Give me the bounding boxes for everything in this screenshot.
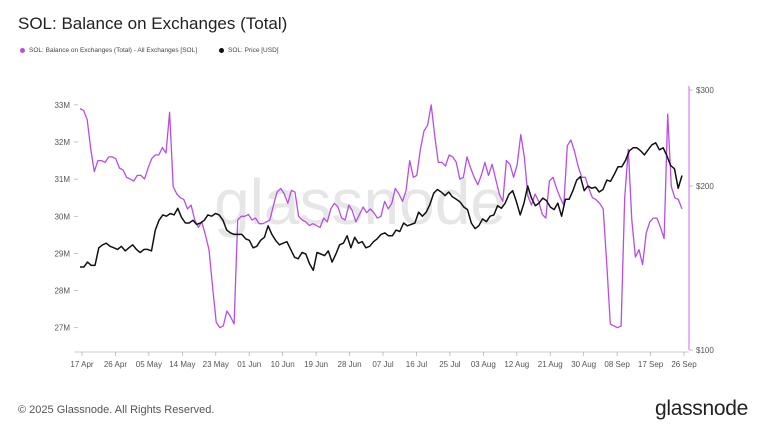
x-tick-label: 10 Jun (271, 360, 295, 369)
x-tick-label: 30 Aug (571, 360, 596, 369)
x-tick-label: 01 Jun (237, 360, 261, 369)
chart-title: SOL: Balance on Exchanges (Total) (18, 14, 288, 33)
x-tick-label: 03 Aug (471, 360, 496, 369)
left-tick-label: 28M (54, 287, 70, 296)
left-tick-label: 27M (54, 324, 70, 333)
x-tick-label: 26 Sep (671, 360, 697, 369)
glassnode-logo[interactable]: glassnode (654, 397, 748, 420)
legend-item-balance[interactable]: SOL: Balance on Exchanges (Total) - All … (20, 47, 197, 54)
x-tick-label: 07 Jul (372, 360, 394, 369)
x-tick-label: 05 May (136, 360, 162, 369)
watermark: glassnode (214, 166, 506, 238)
legend-balance-swatch (20, 48, 25, 53)
right-tick-label: $100 (696, 346, 714, 355)
x-tick-label: 14 May (169, 360, 195, 369)
chart-legend: SOL: Balance on Exchanges (Total) - All … (20, 47, 279, 54)
x-tick-label: 21 Aug (538, 360, 563, 369)
balance-series-line (79, 104, 683, 329)
left-tick-label: 33M (54, 101, 70, 110)
x-tick-label: 23 May (203, 360, 229, 369)
x-tick-label: 16 Jul (406, 360, 428, 369)
legend-item-price[interactable]: SOL: Price [USD] (219, 47, 279, 54)
x-axis: 17 Apr 26 Apr 05 May 14 May 23 May 01 Jun 10 J… (70, 351, 697, 369)
left-tick-label: 30M (54, 212, 70, 221)
x-tick-label: 08 Sep (604, 360, 630, 369)
right-axis: $100 $200 $300 (688, 86, 714, 355)
left-tick-label: 31M (54, 175, 70, 184)
legend-balance-label: SOL: Balance on Exchanges (Total) - All … (29, 47, 198, 54)
legend-price-swatch (219, 48, 225, 53)
right-tick-label: $300 (696, 86, 714, 95)
copyright-footer: © 2025 Glassnode. All Rights Reserved. (18, 404, 215, 416)
x-tick-label: 12 Aug (504, 360, 529, 369)
x-tick-label: 19 Jun (304, 360, 328, 369)
left-tick-label: 29M (54, 249, 70, 258)
x-tick-label: 28 Jun (338, 360, 362, 369)
right-tick-label: $200 (696, 182, 714, 191)
left-tick-label: 32M (54, 138, 70, 147)
x-tick-label: 25 Jul (439, 360, 461, 369)
x-tick-label: 26 Apr (104, 360, 127, 369)
price-series-line (80, 142, 683, 272)
x-tick-label: 17 Apr (70, 360, 93, 369)
legend-price-label: SOL: Price [USD] (228, 47, 279, 54)
left-axis: 27M 28M 29M 30M 31M 32M 33M (54, 101, 78, 333)
x-tick-label: 17 Sep (638, 360, 664, 369)
